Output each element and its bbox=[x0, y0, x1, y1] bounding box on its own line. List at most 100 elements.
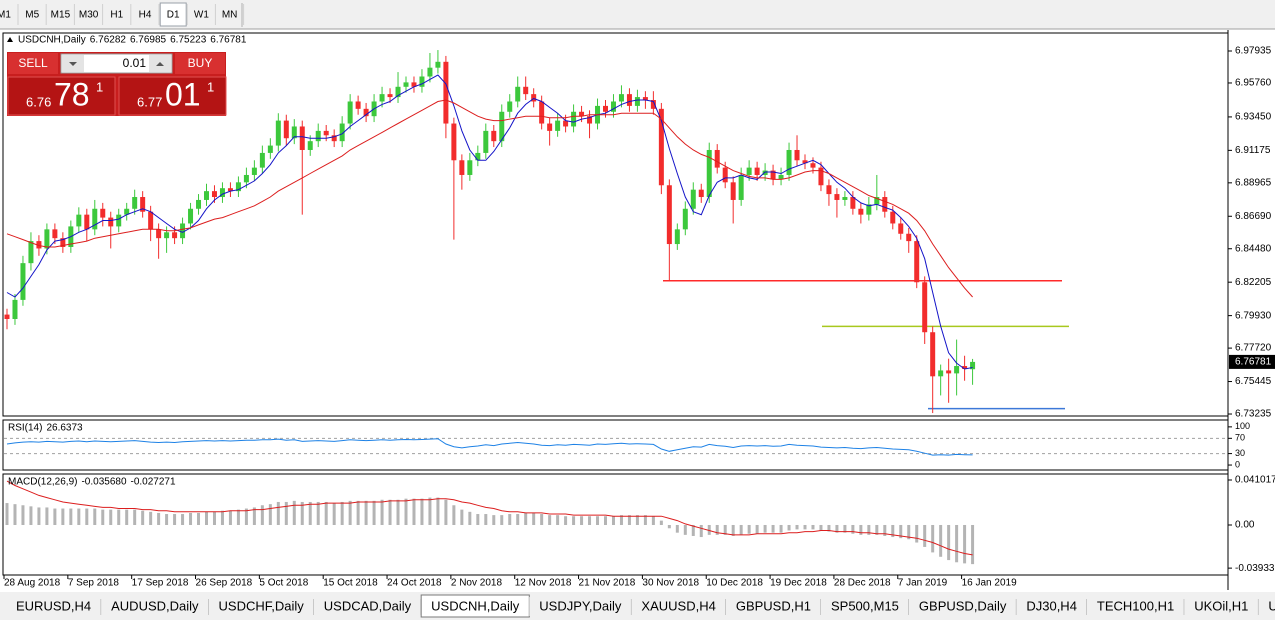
macd-bar bbox=[580, 516, 584, 525]
candle-body bbox=[650, 100, 656, 109]
macd-bar bbox=[707, 524, 711, 535]
chart-title: USDCNH,Daily bbox=[18, 35, 86, 46]
tab[interactable] bbox=[101, 597, 209, 616]
ask-box[interactable] bbox=[118, 76, 227, 116]
candle-body bbox=[626, 94, 632, 106]
macd-bar bbox=[77, 508, 81, 525]
timeframe-button[interactable]: M30 bbox=[79, 10, 99, 21]
bid-small: 1 bbox=[96, 79, 103, 94]
timeframe-button[interactable]: H1 bbox=[110, 10, 123, 21]
tab-label[interactable]: XAUUSD,H4 bbox=[641, 598, 715, 613]
ask-prefix: 6.77 bbox=[137, 94, 162, 109]
macd-bar bbox=[292, 500, 296, 525]
macd-bar bbox=[101, 509, 105, 525]
candle-body bbox=[962, 366, 968, 369]
macd-bar bbox=[971, 524, 975, 565]
macd-title: MACD(12,26,9) bbox=[8, 477, 77, 488]
macd-bar bbox=[404, 498, 408, 525]
candle-body bbox=[523, 86, 529, 95]
tab[interactable] bbox=[1016, 597, 1087, 616]
macd-bar bbox=[324, 501, 328, 525]
tab-label[interactable]: GBPUSD,H1 bbox=[736, 598, 811, 613]
macd-bar bbox=[348, 500, 352, 525]
y-tick-label: 6.82205 bbox=[1235, 277, 1272, 288]
macd-bar bbox=[548, 515, 552, 525]
tab[interactable] bbox=[1258, 597, 1275, 616]
macd-bar bbox=[212, 511, 216, 525]
tab-label[interactable]: EURUSD,H4 bbox=[16, 598, 91, 613]
tab[interactable] bbox=[208, 597, 314, 616]
macd-bar bbox=[683, 524, 687, 535]
candle-body bbox=[84, 214, 90, 230]
timeframe-button[interactable]: M1 bbox=[0, 10, 11, 21]
candle-body bbox=[403, 82, 409, 87]
tab[interactable] bbox=[908, 597, 1017, 616]
y-tick-label: 6.75445 bbox=[1235, 376, 1272, 387]
tab-label[interactable]: U bbox=[1268, 598, 1275, 613]
sell-button[interactable] bbox=[8, 53, 58, 74]
macd-bar bbox=[564, 516, 568, 525]
tab-label[interactable]: GBPUSD,Daily bbox=[919, 598, 1007, 613]
candle-body bbox=[443, 61, 449, 124]
buy-button[interactable] bbox=[175, 53, 225, 74]
candle-body bbox=[938, 370, 944, 377]
buy-label[interactable]: BUY bbox=[188, 56, 213, 70]
x-tick-label: 26 Sep 2018 bbox=[196, 578, 253, 589]
macd-bar bbox=[699, 524, 703, 538]
timeframe-button[interactable]: M15 bbox=[51, 10, 71, 21]
tab[interactable] bbox=[631, 597, 726, 616]
tab[interactable] bbox=[313, 597, 422, 616]
macd-bar bbox=[236, 509, 240, 525]
tab[interactable] bbox=[6, 597, 102, 616]
tab[interactable] bbox=[820, 597, 909, 616]
candle-body bbox=[379, 94, 385, 102]
moving-average bbox=[6, 74, 973, 370]
candle-body bbox=[291, 126, 297, 139]
macd-bar bbox=[117, 509, 121, 525]
candle-body bbox=[906, 233, 912, 242]
lot-box[interactable] bbox=[60, 53, 173, 74]
timeframe-button[interactable]: MN bbox=[222, 10, 238, 21]
sell-label[interactable]: SELL bbox=[18, 56, 48, 70]
tab-label[interactable]: USDCHF,Daily bbox=[219, 598, 305, 613]
x-tick-label: 17 Sep 2018 bbox=[132, 578, 189, 589]
x-tick-label: 12 Nov 2018 bbox=[515, 578, 572, 589]
timeframe-button[interactable]: H4 bbox=[139, 10, 152, 21]
candle-body bbox=[674, 229, 680, 245]
tab[interactable] bbox=[1086, 597, 1185, 616]
candle-body bbox=[866, 204, 872, 215]
tab-label[interactable]: DJ30,H4 bbox=[1026, 598, 1077, 613]
x-tick-label: 30 Nov 2018 bbox=[642, 578, 699, 589]
timeframe-button[interactable]: M5 bbox=[25, 10, 39, 21]
macd-bar bbox=[731, 524, 735, 536]
tab-label[interactable]: SP500,M15 bbox=[831, 598, 899, 613]
macd-bar bbox=[468, 511, 472, 525]
tab[interactable] bbox=[529, 597, 632, 616]
bid-box[interactable] bbox=[7, 76, 116, 116]
header-ohlc: 6.76985 bbox=[130, 35, 167, 46]
macd-bar bbox=[476, 514, 480, 525]
candle-body bbox=[331, 135, 337, 142]
tab-label[interactable]: UKOil,H1 bbox=[1194, 598, 1248, 613]
candle-body bbox=[211, 191, 217, 198]
candle-body bbox=[347, 101, 353, 124]
candle-body bbox=[850, 197, 856, 209]
macd-bar bbox=[332, 503, 336, 525]
tab-label[interactable]: USDCNH,Daily bbox=[431, 598, 520, 613]
toolbar bbox=[0, 0, 1275, 29]
tab-label[interactable]: TECH100,H1 bbox=[1097, 598, 1174, 613]
macd-bar bbox=[859, 524, 863, 535]
header-arrow bbox=[7, 37, 13, 42]
macd-bar bbox=[149, 511, 153, 525]
tab-label[interactable]: USDJPY,Daily bbox=[539, 598, 622, 613]
candle-body bbox=[395, 86, 401, 98]
tab[interactable] bbox=[725, 597, 821, 616]
tab[interactable] bbox=[1184, 597, 1259, 616]
tab-label[interactable]: AUDUSD,Daily bbox=[111, 598, 199, 613]
timeframe-button[interactable]: D1 bbox=[167, 10, 180, 21]
candle-body bbox=[730, 182, 736, 200]
macd-bar bbox=[588, 516, 592, 525]
tab-label[interactable]: USDCAD,Daily bbox=[324, 598, 412, 613]
timeframe-button[interactable]: W1 bbox=[194, 10, 209, 21]
